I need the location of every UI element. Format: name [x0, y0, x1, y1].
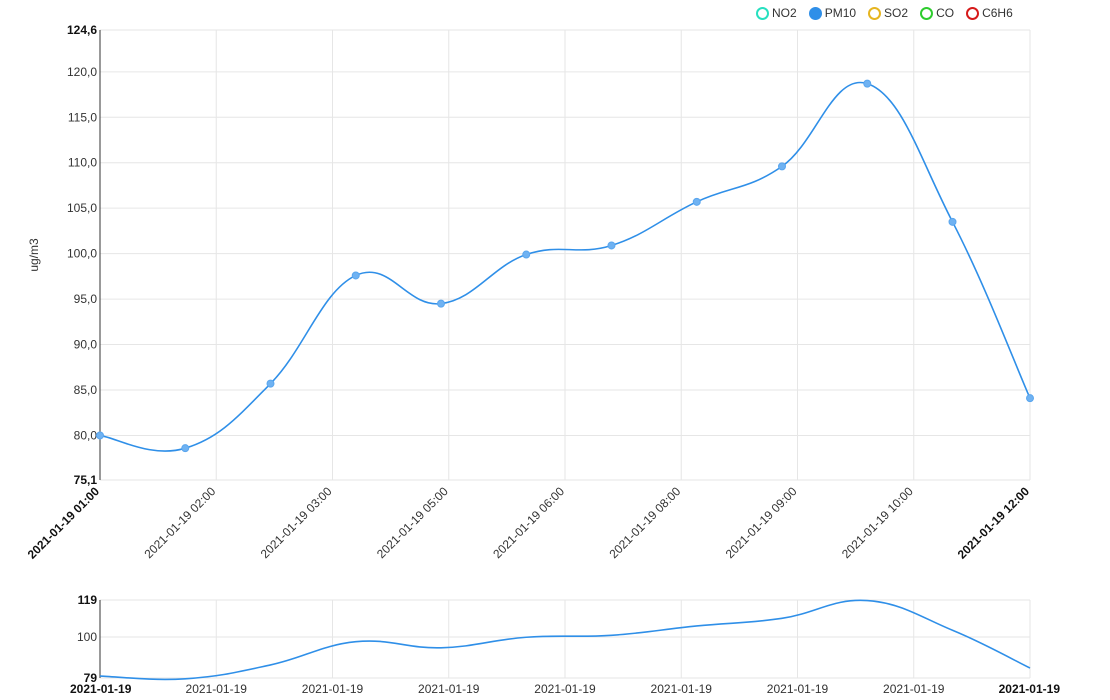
x-tick-label: 2021-01-19 05:00 [374, 484, 451, 561]
x-tick-label: 2021-01-19 12:00 [955, 484, 1033, 562]
data-point[interactable] [863, 79, 872, 88]
navigator-y-tick-label: 79 [84, 671, 98, 685]
data-point[interactable] [522, 250, 531, 259]
legend-swatch-icon [920, 6, 934, 20]
data-point[interactable] [1026, 394, 1034, 403]
x-tick-label: 2021-01-19 09:00 [723, 484, 800, 561]
navigator-y-tick-label: 119 [78, 593, 98, 607]
navigator-x-tick-label: 2021-01-19 [767, 682, 829, 696]
data-point[interactable] [351, 271, 360, 280]
legend-label: C6H6 [982, 6, 1013, 20]
navigator-y-tick-label: 100 [77, 630, 97, 644]
navigator-grid-lines [99, 599, 1031, 679]
legend-item-pm10[interactable]: PM10 [808, 6, 857, 20]
navigator-x-tick-label: 2021-01-19 [651, 682, 713, 696]
y-tick-label: 75,1 [74, 473, 98, 487]
y-tick-label: 105,0 [67, 201, 97, 215]
x-tick-label: 2021-01-19 01:00 [25, 484, 103, 562]
x-tick-label: 2021-01-19 06:00 [490, 484, 567, 561]
navigator-x-tick-label: 2021-01-19 [883, 682, 945, 696]
data-point[interactable] [607, 241, 616, 250]
legend-item-c6h6[interactable]: C6H6 [966, 6, 1013, 20]
x-tick-label: 2021-01-19 10:00 [839, 484, 916, 561]
y-tick-label: 80,0 [74, 428, 98, 442]
legend-item-so2[interactable]: SO2 [868, 6, 908, 20]
y-tick-label: 95,0 [74, 292, 98, 306]
x-tick-label: 2021-01-19 02:00 [141, 484, 218, 561]
legend-label: PM10 [824, 6, 857, 20]
y-tick-label: 100,0 [67, 247, 97, 261]
navigator-series-line-pm10 [99, 599, 1031, 681]
data-point[interactable] [266, 379, 275, 388]
x-tick-label: 2021-01-19 08:00 [606, 484, 683, 561]
chart-legend: NO2 PM10 SO2 CO C6H6 [756, 6, 1013, 20]
navigator-chart[interactable]: 79 100 119 2021-01-19 2021-01-19 2021-01-19 20… [0, 585, 1110, 700]
data-point[interactable] [96, 431, 104, 440]
data-point[interactable] [181, 444, 190, 453]
legend-label: CO [936, 6, 955, 20]
legend-swatch-icon [966, 6, 980, 20]
y-tick-label: 85,0 [74, 383, 98, 397]
data-point[interactable] [437, 299, 445, 308]
main-line-chart: 75,1 80,0 85,0 90,0 95,0 100,0 105,0 110,0 115,0… [25, 23, 1034, 562]
navigator-x-tick-label: 2021-01-19 [418, 682, 480, 696]
data-point[interactable] [692, 197, 701, 206]
y-tick-label: 90,0 [74, 338, 98, 352]
legend-label: NO2 [772, 6, 797, 20]
legend-item-no2[interactable]: NO2 [756, 6, 797, 20]
x-tick-label: 2021-01-19 03:00 [258, 484, 335, 561]
data-point[interactable] [778, 162, 786, 171]
legend-swatch-icon [868, 6, 882, 20]
grid-lines [99, 29, 1031, 481]
y-axis-title: ug/m3 [27, 238, 41, 272]
navigator-x-tick-label: 2021-01-19 [534, 682, 596, 696]
navigator-x-tick-label: 2021-01-19 [999, 682, 1061, 696]
y-tick-label: 124,6 [67, 23, 97, 37]
legend-item-co[interactable]: CO [920, 6, 954, 20]
y-tick-label: 115,0 [68, 110, 97, 124]
navigator-x-tick-label: 2021-01-19 [70, 682, 132, 696]
y-tick-label: 110,0 [68, 156, 97, 170]
legend-label: SO2 [884, 6, 909, 20]
legend-swatch-icon [808, 6, 822, 20]
navigator-x-tick-label: 2021-01-19 [186, 682, 248, 696]
y-tick-label: 120,0 [67, 65, 97, 79]
data-point[interactable] [948, 217, 957, 226]
navigator-x-tick-label: 2021-01-19 [302, 682, 364, 696]
legend-swatch-icon [756, 6, 769, 20]
